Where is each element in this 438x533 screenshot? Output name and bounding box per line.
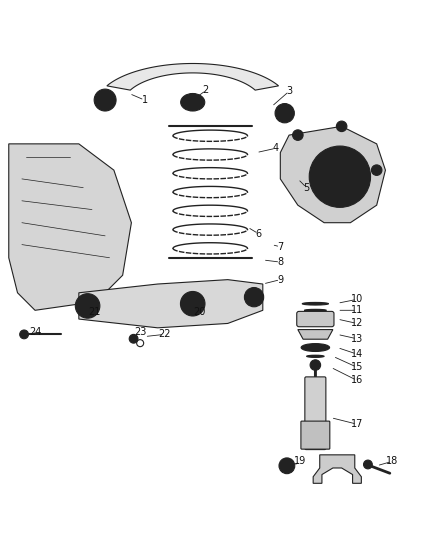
Text: 15: 15 <box>351 362 363 372</box>
Circle shape <box>187 297 199 310</box>
FancyBboxPatch shape <box>305 377 326 449</box>
Text: 1: 1 <box>141 95 148 105</box>
Text: 4: 4 <box>273 143 279 154</box>
Circle shape <box>279 458 295 474</box>
Text: 19: 19 <box>294 456 306 466</box>
Circle shape <box>81 300 94 312</box>
Text: 20: 20 <box>193 308 205 318</box>
Circle shape <box>249 292 259 302</box>
Text: 24: 24 <box>29 327 41 337</box>
Polygon shape <box>313 455 361 483</box>
Ellipse shape <box>311 356 320 357</box>
Text: 5: 5 <box>304 183 310 192</box>
Circle shape <box>364 460 372 469</box>
Ellipse shape <box>309 303 322 304</box>
Text: 9: 9 <box>277 274 283 285</box>
Circle shape <box>283 462 291 470</box>
Polygon shape <box>298 329 333 339</box>
Circle shape <box>20 330 28 339</box>
Circle shape <box>275 103 294 123</box>
Circle shape <box>310 360 321 370</box>
Circle shape <box>293 130 303 140</box>
Circle shape <box>244 287 264 307</box>
Text: 22: 22 <box>158 329 170 340</box>
Ellipse shape <box>310 310 321 311</box>
FancyBboxPatch shape <box>301 421 330 449</box>
Text: 23: 23 <box>134 327 146 337</box>
Circle shape <box>280 109 289 118</box>
Circle shape <box>371 165 382 175</box>
Text: 12: 12 <box>351 318 363 328</box>
Polygon shape <box>9 144 131 310</box>
Circle shape <box>75 294 100 318</box>
Text: 7: 7 <box>277 242 283 252</box>
Circle shape <box>336 121 347 132</box>
Polygon shape <box>280 126 385 223</box>
Ellipse shape <box>302 302 328 305</box>
Text: 2: 2 <box>203 85 209 95</box>
Circle shape <box>94 89 116 111</box>
Circle shape <box>331 168 349 185</box>
Ellipse shape <box>186 98 199 107</box>
Ellipse shape <box>304 309 326 311</box>
Text: 14: 14 <box>351 349 363 359</box>
Circle shape <box>320 157 360 197</box>
Text: 16: 16 <box>351 375 363 385</box>
Text: 17: 17 <box>351 419 363 429</box>
Ellipse shape <box>307 355 324 358</box>
Text: 3: 3 <box>286 86 292 96</box>
Circle shape <box>180 292 205 316</box>
Text: 8: 8 <box>277 257 283 267</box>
Polygon shape <box>107 63 279 90</box>
Text: 21: 21 <box>88 308 100 318</box>
Circle shape <box>100 95 110 106</box>
Text: 6: 6 <box>255 229 261 239</box>
Text: 13: 13 <box>351 334 363 344</box>
FancyBboxPatch shape <box>297 311 334 327</box>
Polygon shape <box>79 280 263 328</box>
Ellipse shape <box>180 93 205 111</box>
Ellipse shape <box>301 344 330 351</box>
Circle shape <box>129 334 138 343</box>
Text: 11: 11 <box>351 305 363 316</box>
Text: 18: 18 <box>386 456 398 466</box>
Text: 10: 10 <box>351 294 363 304</box>
Circle shape <box>309 146 371 207</box>
